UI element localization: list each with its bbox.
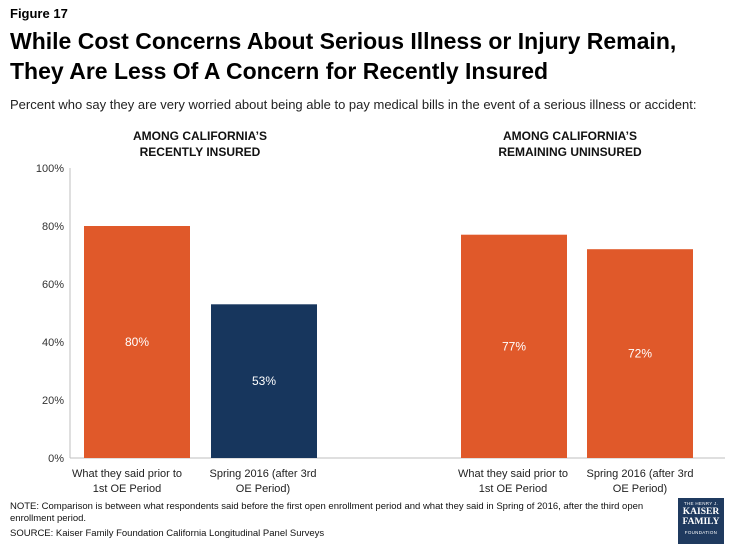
category-label-line: OE Period) [235,483,291,495]
bar [461,234,567,458]
group-header-remaining-uninsured: AMONG CALIFORNIA’S REMAINING UNINSURED [470,128,670,160]
logo-text: FOUNDATION [684,530,718,535]
bar [84,226,190,458]
category-label-line: What they said prior to [71,468,183,480]
bar [211,304,317,458]
category-label-line: Spring 2016 (after 3rd [209,468,317,480]
y-tick-label: 80% [42,221,64,233]
kff-logo: THE HENRY J. KAISER FAMILY FOUNDATION [678,498,724,544]
group-header-line: AMONG CALIFORNIA’S [133,129,267,143]
category-label-line: What they said prior to [457,468,569,480]
category-label: Spring 2016 (after 3rd OE Period) [198,467,328,497]
bar-value-label: 53% [252,374,276,388]
bar-value-label: 77% [502,339,526,353]
source-note: SOURCE: Kaiser Family Foundation Califor… [10,528,325,539]
category-label-line: 1st OE Period [92,483,162,495]
bar-value-label: 80% [125,335,149,349]
group-header-recently-insured: AMONG CALIFORNIA’S RECENTLY INSURED [100,128,300,160]
group-header-line: RECENTLY INSURED [139,145,261,159]
bar-value-label: 72% [628,347,652,361]
logo-text: KAISER [682,507,720,517]
y-tick-label: 20% [42,395,64,407]
category-label: What they said prior to 1st OE Period [62,467,192,497]
logo-text: FAMILY [682,517,720,527]
y-tick-label: 100% [36,163,64,175]
chart-title: While Cost Concerns About Serious Illnes… [10,28,677,84]
category-label: Spring 2016 (after 3rd OE Period) [575,467,705,497]
logo-text: THE HENRY J. [683,501,719,506]
chart-subtitle: Percent who say they are very worried ab… [10,97,697,112]
category-label-line: Spring 2016 (after 3rd [586,468,694,480]
group-header-line: AMONG CALIFORNIA’S [503,129,637,143]
y-tick-label: 40% [42,337,64,349]
footnote: NOTE: Comparison is between what respond… [10,501,644,524]
category-label-line: 1st OE Period [478,483,548,495]
figure-label: Figure 17 [10,6,68,21]
group-header-line: REMAINING UNINSURED [498,145,642,159]
y-tick-label: 0% [48,453,64,465]
category-label-line: OE Period) [612,483,668,495]
bar [587,249,693,458]
category-label: What they said prior to 1st OE Period [448,467,578,497]
y-tick-label: 60% [42,279,64,291]
